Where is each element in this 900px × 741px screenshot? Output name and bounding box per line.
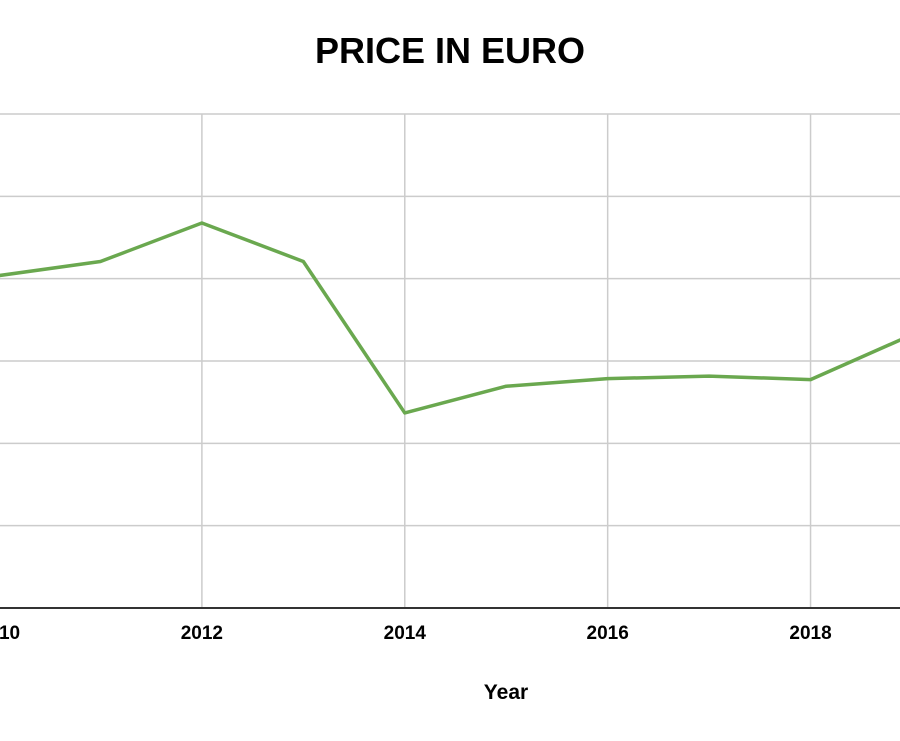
x-tick-label: 2012: [181, 623, 223, 644]
series-line: [0, 221, 900, 415]
x-tick-label: 2016: [587, 623, 629, 644]
x-tick-label: 2014: [384, 623, 427, 644]
x-axis-title: Year: [484, 681, 528, 704]
x-tick-label: 2018: [789, 623, 831, 644]
x-tick-labels: 2010 2012 2014 2016 2018: [0, 623, 832, 644]
series-layer: [0, 221, 900, 415]
chart-title: PRICE IN EURO: [314, 30, 586, 71]
x-tick-label: 2010: [0, 623, 20, 644]
grid-lines: [0, 113, 900, 608]
